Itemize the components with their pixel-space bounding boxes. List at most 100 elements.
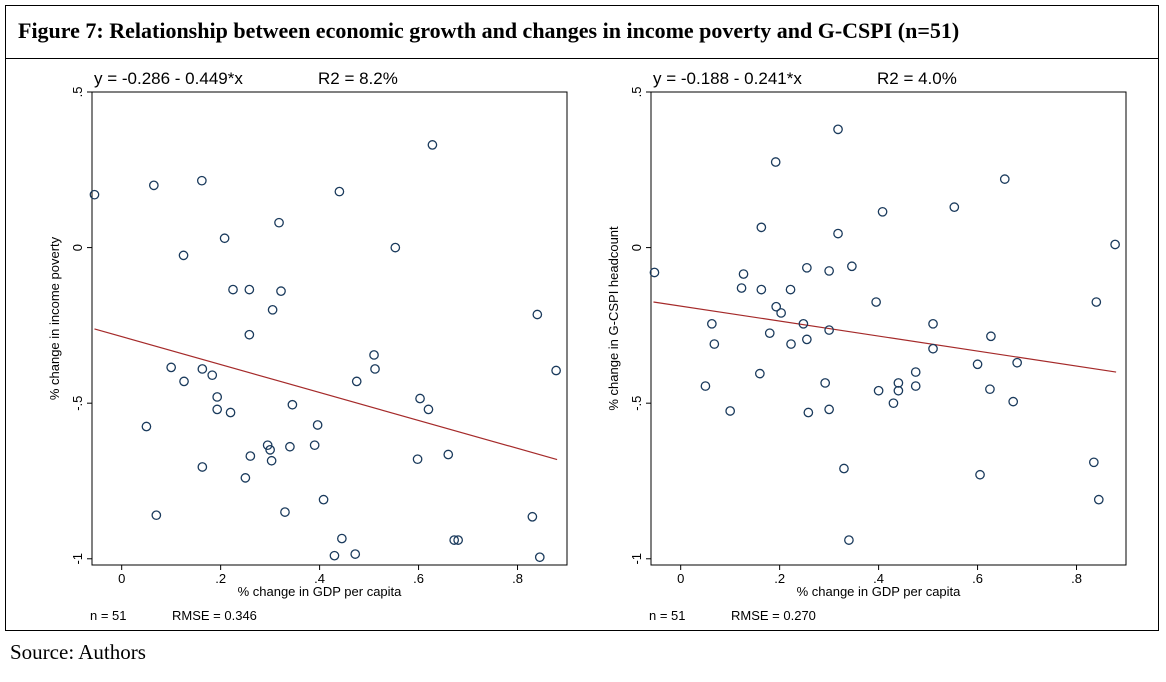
scatter-point [975, 469, 985, 480]
scatter-point [423, 404, 434, 415]
figure-title: Figure 7: Relationship between economic … [18, 18, 960, 43]
x-tick-label: .2 [774, 571, 785, 586]
scatter-point [802, 262, 812, 273]
scatter-point [244, 284, 255, 295]
scatter-point [888, 398, 899, 409]
scatter-point [756, 222, 767, 233]
scatter-point [1008, 396, 1019, 407]
scatter-point [212, 392, 223, 402]
scatter-point [770, 157, 781, 167]
scatter-point [225, 407, 236, 418]
x-tick-label: .8 [512, 571, 523, 586]
scatter-point [166, 362, 177, 373]
y-tick-label: -1 [70, 553, 85, 565]
x-tick-label: .4 [873, 571, 884, 586]
scatter-point [839, 463, 849, 474]
scatter-point [928, 343, 938, 354]
scatter-point [649, 267, 660, 278]
scatter-point [178, 250, 189, 261]
scatter-point [910, 381, 921, 391]
scatter-point [764, 328, 775, 339]
y-tick-label: .5 [629, 87, 644, 98]
scatter-point [148, 180, 159, 191]
scatter-point [276, 286, 286, 297]
scatter-point [725, 406, 736, 416]
scatter-point [833, 124, 843, 135]
scatter-point [910, 367, 921, 377]
scatter-point [798, 318, 809, 329]
scatter-point [212, 404, 223, 415]
regression-equation: y = -0.286 - 0.449*x [94, 69, 243, 88]
scatter-point [1110, 239, 1120, 250]
scatter-point [280, 507, 290, 517]
scatter-point [370, 364, 380, 374]
scatter-point [877, 206, 888, 217]
scatter-point [551, 365, 561, 376]
scatter-point [443, 449, 454, 460]
scatter-point [949, 202, 960, 212]
x-tick-label: .6 [413, 571, 424, 586]
scatter-point [785, 284, 796, 295]
y-tick-label: 0 [629, 244, 644, 251]
scatter-point [820, 378, 831, 388]
scatter-point [847, 261, 857, 272]
scatter-point [197, 462, 208, 472]
scatter-point [412, 454, 423, 465]
scatter-point [151, 510, 162, 521]
y-tick-label: -.5 [70, 396, 85, 411]
scatter-point [179, 376, 189, 387]
scatter-point [802, 334, 812, 345]
y-tick-label: 0 [70, 244, 85, 251]
scatter-point [266, 455, 277, 466]
scatter-point [1093, 494, 1104, 505]
scatter-point [334, 186, 345, 197]
scatter-point [89, 189, 100, 200]
scatter-point [390, 242, 401, 253]
x-tick-label: 0 [118, 571, 125, 586]
scatter-point [700, 381, 711, 391]
scatter-point [776, 308, 786, 318]
scatter-point [871, 297, 881, 307]
x-axis-title: % change in GDP per capita [797, 584, 962, 599]
scatter-point [986, 331, 996, 342]
x-tick-label: 0 [677, 571, 684, 586]
r-squared-label: R2 = 8.2% [318, 69, 398, 88]
sample-size-label: n = 51 [90, 608, 127, 623]
y-axis-title: % change in income poverty [47, 236, 62, 400]
scatter-point [972, 359, 983, 370]
x-tick-label: .4 [314, 571, 325, 586]
plot-area [650, 91, 1127, 566]
scatter-point [219, 233, 230, 244]
x-axis-title: % change in GDP per capita [238, 584, 403, 599]
scatter-point [709, 339, 720, 349]
scatter-point [329, 550, 340, 561]
scatter-point [1012, 357, 1022, 368]
plot-area [91, 91, 568, 566]
scatter-point [427, 140, 438, 150]
scatter-point [350, 549, 361, 559]
scatter-point [824, 266, 834, 276]
scatter-point [197, 364, 208, 374]
scatter-point [803, 407, 814, 418]
scatter-point [1091, 297, 1102, 307]
charts-svg: y = -0.286 - 0.449*x R2 = 8.2% 0 .2 .4 .6 .8 -1… [47, 69, 1127, 623]
scatter-panel-income-poverty: y = -0.286 - 0.449*x R2 = 8.2% 0 .2 .4 .6 .8 -1… [47, 69, 568, 623]
rmse-label: RMSE = 0.270 [731, 608, 816, 623]
scatter-point [928, 318, 938, 329]
scatter-point [369, 350, 379, 360]
scatter-point [873, 385, 884, 396]
y-tick-label: -.5 [629, 396, 644, 411]
scatter-point [532, 309, 543, 320]
scatter-point [786, 339, 796, 349]
scatter-point [453, 535, 463, 545]
scatter-point [207, 370, 218, 381]
scatter-panel-gcspi-headcount: y = -0.188 - 0.241*x R2 = 4.0% 0 .2 .4 .6 .8 -1… [606, 69, 1127, 623]
scatter-point [985, 384, 995, 395]
regression-equation: y = -0.188 - 0.241*x [653, 69, 802, 88]
scatter-point [318, 494, 329, 505]
y-axis-title: % change in G-CSPI headcount [606, 226, 621, 411]
x-tick-label: .6 [972, 571, 983, 586]
y-tick-label: .5 [70, 87, 85, 98]
scatter-point [824, 325, 834, 335]
scatter-point [415, 393, 425, 404]
